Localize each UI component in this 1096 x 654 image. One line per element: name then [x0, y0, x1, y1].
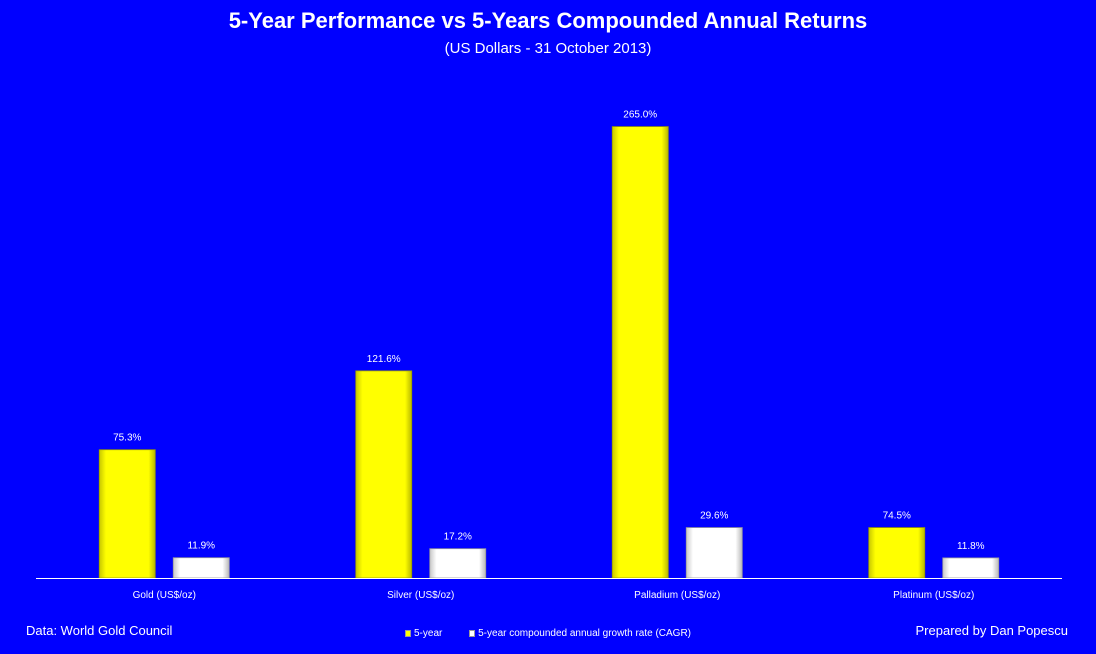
legend-label-5-year: 5-year [413, 628, 443, 639]
data-label-cagr-1: 17.2% [444, 532, 472, 543]
data-label-cagr-0: 11.9% [187, 541, 215, 552]
legend-label-cagr: 5-year compounded annual growth rate (CA… [478, 628, 692, 639]
prepared-by-note: Prepared by Dan Popescu [915, 623, 1068, 638]
data-label-5-year-1: 121.6% [367, 354, 401, 365]
legend-swatch-cagr [469, 630, 476, 637]
bar-5-year-0 [98, 449, 156, 579]
data-label-5-year-0: 75.3% [113, 433, 141, 444]
bar-5-year-2 [611, 126, 669, 579]
data-label-5-year-2: 265.0% [623, 110, 657, 121]
legend-item-5-year: 5-year [404, 628, 443, 639]
bar-cagr-2 [685, 527, 743, 579]
chart-subtitle: (US Dollars - 31 October 2013) [444, 40, 652, 57]
category-label-1: Silver (US$/oz) [387, 590, 454, 601]
category-label-2: Palladium (US$/oz) [634, 590, 720, 601]
bar-5-year-3 [868, 527, 926, 579]
bar-5-year-1 [355, 370, 413, 579]
bar-cagr-3 [942, 557, 1000, 579]
data-label-5-year-3: 74.5% [883, 511, 911, 522]
data-label-cagr-2: 29.6% [700, 511, 728, 522]
data-label-cagr-3: 11.8% [957, 541, 985, 552]
legend-swatch-5-year [404, 630, 411, 637]
bar-cagr-0 [172, 557, 230, 579]
data-source-note: Data: World Gold Council [26, 623, 173, 638]
category-label-3: Platinum (US$/oz) [893, 590, 974, 601]
category-label-0: Gold (US$/oz) [133, 590, 196, 601]
legend: 5-year 5-year compounded annual growth r… [0, 628, 1096, 640]
bar-cagr-1 [429, 548, 487, 579]
legend-item-cagr: 5-year compounded annual growth rate (CA… [469, 628, 691, 639]
chart-title: 5-Year Performance vs 5-Years Compounded… [228, 8, 868, 33]
